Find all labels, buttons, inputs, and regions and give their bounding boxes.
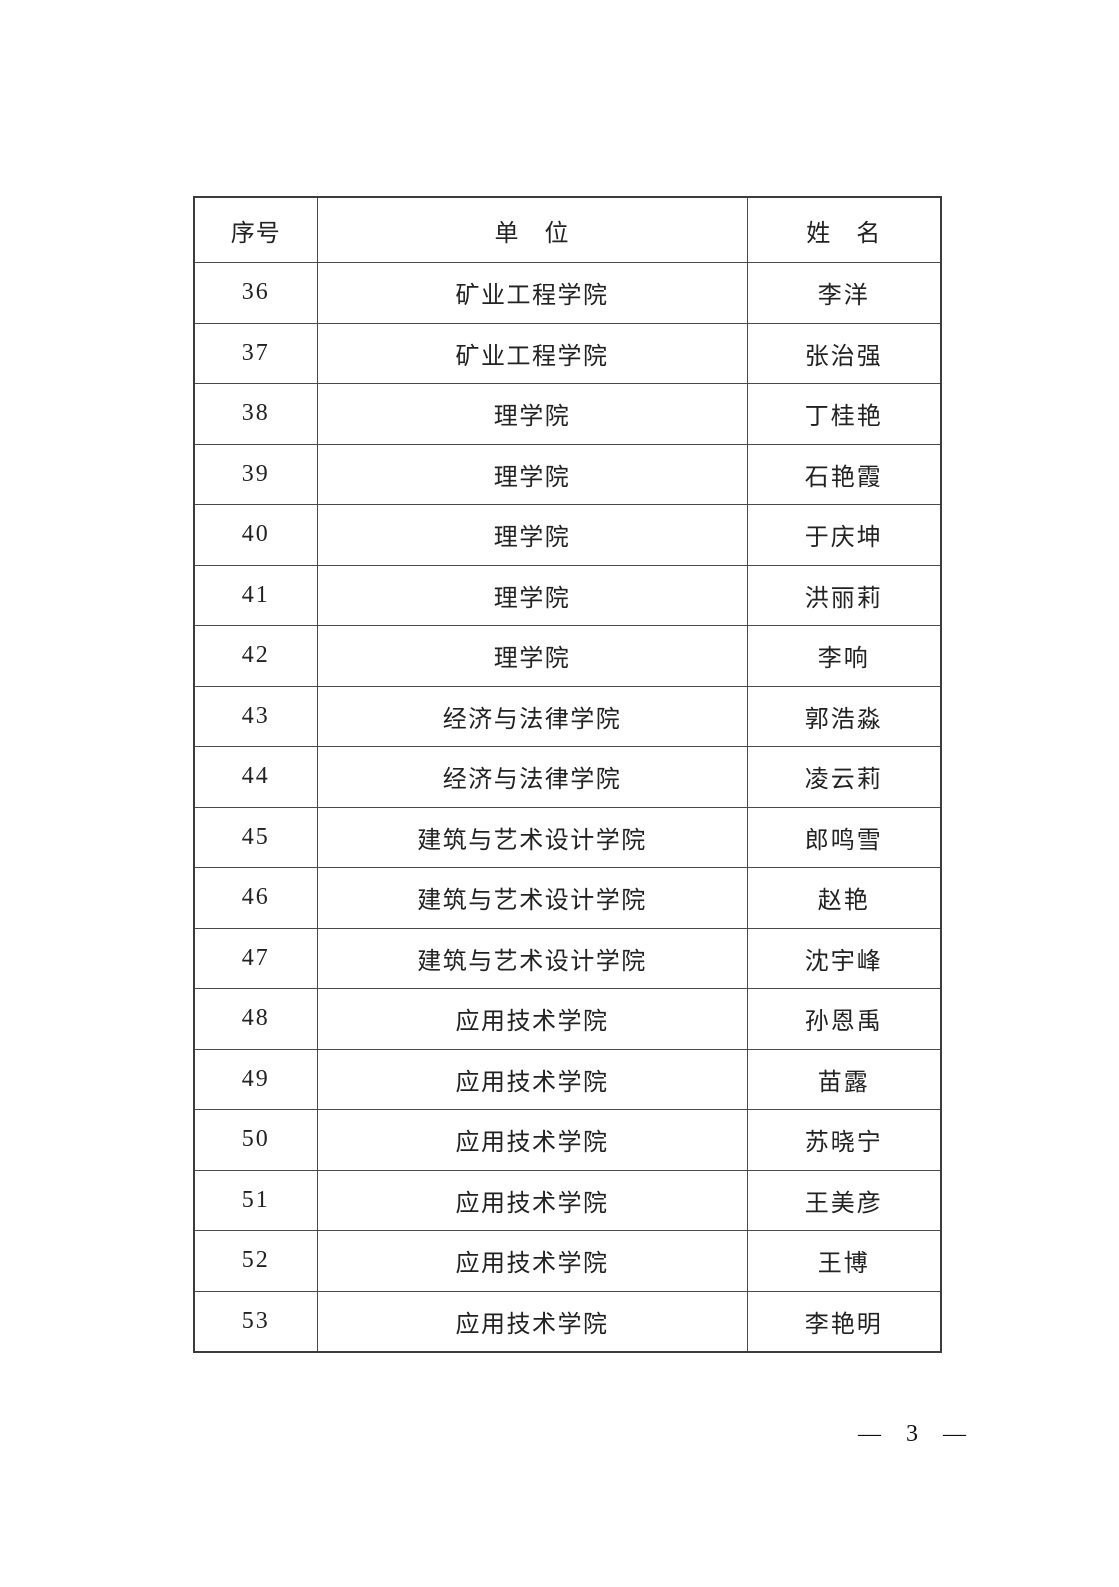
table-row: 38 理学院 丁桂艳 [193,383,942,445]
cell-unit: 应用技术学院 [316,1290,748,1353]
cell-no: 40 [193,504,318,566]
cell-name: 王博 [746,1230,942,1292]
cell-name: 孙恩禹 [746,988,942,1050]
table-row: 40 理学院 于庆坤 [193,504,942,566]
cell-name: 李艳明 [746,1290,942,1353]
cell-no: 48 [193,988,318,1050]
table-row: 36 矿业工程学院 李洋 [193,262,942,324]
table-row: 41 理学院 洪丽莉 [193,564,942,626]
cell-name: 石艳霞 [746,443,942,505]
table-row: 44 经济与法律学院 凌云莉 [193,746,942,808]
table-row: 47 建筑与艺术设计学院 沈宇峰 [193,927,942,989]
column-header-name: 姓 名 [746,196,942,263]
table-row: 49 应用技术学院 苗露 [193,1048,942,1110]
cell-name: 李洋 [746,262,942,324]
cell-no: 46 [193,867,318,929]
table-row: 42 理学院 李响 [193,625,942,687]
cell-no: 50 [193,1109,318,1171]
cell-name: 张治强 [746,322,942,384]
page-footer: — 3 — [858,1419,966,1449]
cell-name: 沈宇峰 [746,927,942,989]
header-row: 序号 单 位 姓 名 [193,196,942,263]
cell-no: 47 [193,927,318,989]
cell-unit: 经济与法律学院 [316,746,748,808]
cell-no: 45 [193,806,318,868]
cell-name: 苏晓宁 [746,1109,942,1171]
table-row: 46 建筑与艺术设计学院 赵艳 [193,867,942,929]
cell-unit: 矿业工程学院 [316,262,748,324]
column-header-unit: 单 位 [316,196,748,263]
table-row: 45 建筑与艺术设计学院 郎鸣雪 [193,806,942,868]
page-number: 3 [906,1420,918,1447]
cell-unit: 建筑与艺术设计学院 [316,867,748,929]
cell-name: 凌云莉 [746,746,942,808]
cell-unit: 应用技术学院 [316,1109,748,1171]
cell-unit: 理学院 [316,564,748,626]
table-row: 53 应用技术学院 李艳明 [193,1290,942,1353]
cell-name: 郎鸣雪 [746,806,942,868]
cell-unit: 矿业工程学院 [316,322,748,384]
cell-unit: 应用技术学院 [316,1169,748,1231]
cell-unit: 应用技术学院 [316,1230,748,1292]
table-row: 39 理学院 石艳霞 [193,443,942,505]
cell-no: 37 [193,322,318,384]
cell-name: 洪丽莉 [746,564,942,626]
cell-unit: 经济与法律学院 [316,685,748,747]
table-row: 37 矿业工程学院 张治强 [193,322,942,384]
table-row: 51 应用技术学院 王美彦 [193,1169,942,1231]
cell-unit: 理学院 [316,443,748,505]
cell-name: 郭浩淼 [746,685,942,747]
cell-name: 王美彦 [746,1169,942,1231]
cell-unit: 建筑与艺术设计学院 [316,927,748,989]
cell-no: 49 [193,1048,318,1110]
cell-name: 于庆坤 [746,504,942,566]
cell-no: 44 [193,746,318,808]
cell-unit: 理学院 [316,504,748,566]
cell-no: 41 [193,564,318,626]
table-row: 52 应用技术学院 王博 [193,1230,942,1292]
footer-left-dash: — [858,1421,881,1446]
column-header-index: 序号 [193,196,318,263]
cell-no: 51 [193,1169,318,1231]
cell-name: 丁桂艳 [746,383,942,445]
cell-no: 43 [193,685,318,747]
cell-no: 52 [193,1230,318,1292]
table-row: 48 应用技术学院 孙恩禹 [193,988,942,1050]
cell-no: 39 [193,443,318,505]
cell-unit: 建筑与艺术设计学院 [316,806,748,868]
footer-right-dash: — [943,1421,966,1446]
table-header: 序号 单 位 姓 名 [193,196,942,263]
cell-name: 李响 [746,625,942,687]
cell-name: 苗露 [746,1048,942,1110]
roster-table: 序号 单 位 姓 名 36 矿业工程学院 李洋 37 矿业工程学院 张治强 38 理学院 丁桂艳… [193,196,942,1353]
cell-unit: 理学院 [316,383,748,445]
cell-name: 赵艳 [746,867,942,929]
cell-unit: 应用技术学院 [316,988,748,1050]
cell-unit: 应用技术学院 [316,1048,748,1110]
table-row: 43 经济与法律学院 郭浩淼 [193,685,942,747]
cell-no: 42 [193,625,318,687]
cell-no: 36 [193,262,318,324]
table-body: 36 矿业工程学院 李洋 37 矿业工程学院 张治强 38 理学院 丁桂艳 39 理学院 石艳霞 40 理… [193,262,942,1353]
cell-unit: 理学院 [316,625,748,687]
table-row: 50 应用技术学院 苏晓宁 [193,1109,942,1171]
cell-no: 38 [193,383,318,445]
cell-no: 53 [193,1290,318,1353]
